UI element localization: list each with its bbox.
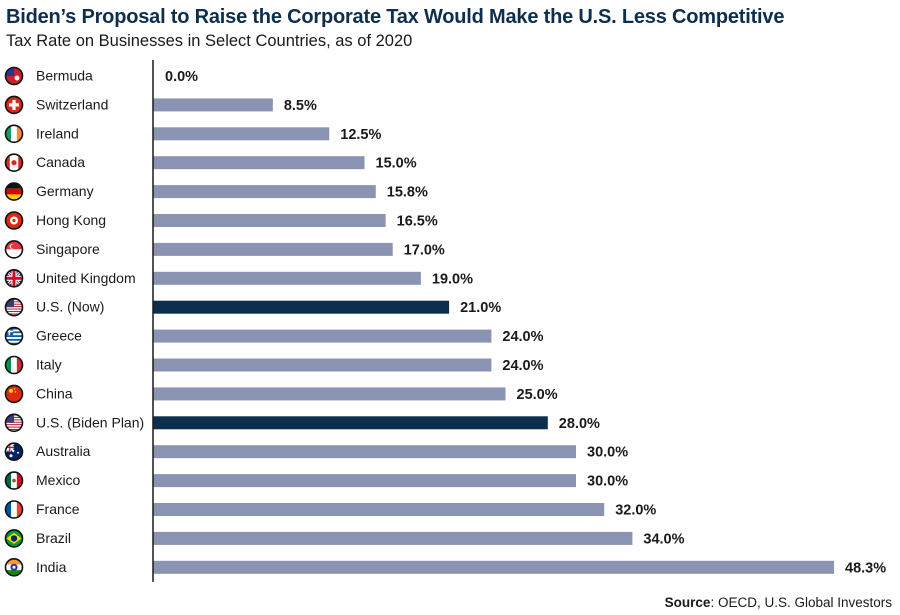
singapore-flag-icon	[4, 240, 24, 259]
category-label: Singapore	[36, 241, 100, 257]
value-label: 32.0%	[615, 503, 656, 519]
hong-kong-flag-icon	[4, 211, 24, 230]
value-label: 15.8%	[387, 185, 428, 201]
value-label: 30.0%	[587, 445, 628, 461]
value-label: 0.0%	[165, 69, 198, 85]
value-label: 34.0%	[643, 531, 684, 547]
germany-flag-icon	[4, 182, 24, 201]
greece-flag-icon	[4, 326, 24, 346]
bar-mexico	[153, 474, 576, 488]
category-label: Switzerland	[36, 96, 108, 112]
category-label: Canada	[36, 154, 85, 170]
category-labels-group: Bermuda Switzerland Ireland Canada Germany Ho…	[36, 68, 144, 575]
bar-china	[153, 387, 506, 401]
category-label: Greece	[36, 328, 82, 344]
bars-group	[153, 98, 835, 574]
china-flag-icon	[4, 384, 24, 404]
bar-greece	[153, 329, 492, 343]
brazil-flag-icon	[4, 529, 24, 548]
france-flag-icon	[4, 500, 24, 519]
category-label: Brazil	[36, 530, 71, 546]
ireland-flag-icon	[4, 124, 24, 144]
chart-title: Biden’s Proposal to Raise the Corporate …	[6, 6, 785, 28]
bar-canada	[153, 156, 365, 170]
bar-germany	[153, 185, 376, 199]
category-label: Australia	[36, 443, 91, 459]
value-label: 21.0%	[460, 300, 501, 316]
switzerland-flag-icon	[4, 95, 24, 115]
us-flag-icon	[4, 413, 24, 433]
category-label: Germany	[36, 183, 94, 199]
value-label: 15.0%	[376, 156, 417, 172]
italy-flag-icon	[4, 355, 24, 375]
category-label: Mexico	[36, 472, 81, 488]
value-labels-group: 0.0% 8.5% 12.5% 15.0% 15.8% 16.5% 17.0% 19.0% 21…	[165, 69, 886, 576]
india-flag-icon	[4, 557, 24, 577]
flags-group	[4, 66, 24, 577]
category-label: Bermuda	[36, 68, 93, 84]
value-label: 30.0%	[587, 474, 628, 490]
bar-australia	[153, 445, 576, 459]
bar-u-s-now	[153, 300, 450, 314]
bar-italy	[153, 358, 492, 372]
value-label: 17.0%	[404, 242, 445, 258]
value-label: 48.3%	[845, 560, 886, 576]
category-label: United Kingdom	[36, 270, 136, 286]
category-label: India	[36, 559, 67, 575]
bar-singapore	[153, 242, 393, 256]
value-label: 16.5%	[397, 214, 438, 230]
bar-hong-kong	[153, 214, 386, 227]
category-label: Ireland	[36, 125, 79, 141]
source-label: Source	[664, 595, 711, 610]
value-label: 12.5%	[340, 127, 381, 143]
bar-switzerland	[153, 98, 273, 112]
category-label: U.S. (Now)	[36, 299, 104, 315]
category-label: Italy	[36, 357, 62, 373]
mexico-flag-icon	[4, 471, 24, 490]
chart-subtitle: Tax Rate on Businesses in Select Countri…	[6, 32, 413, 50]
category-label: U.S. (Biden Plan)	[36, 414, 144, 430]
bar-france	[153, 503, 605, 516]
category-label: Hong Kong	[36, 212, 106, 228]
value-label: 24.0%	[502, 329, 543, 345]
category-label: France	[36, 501, 80, 517]
united-kingdom-flag-icon	[4, 268, 24, 288]
value-label: 25.0%	[517, 387, 558, 403]
source-text: : OECD, U.S. Global Investors	[710, 595, 892, 610]
bar-u-s-biden-plan	[153, 416, 548, 430]
bar-brazil	[153, 531, 633, 545]
value-label: 28.0%	[559, 416, 600, 432]
australia-flag-icon	[4, 442, 24, 462]
bar-india	[153, 560, 835, 574]
us-flag-icon	[4, 297, 24, 317]
bermuda-flag-icon	[4, 66, 24, 86]
bar-ireland	[153, 127, 330, 141]
category-label: China	[36, 385, 73, 401]
value-label: 8.5%	[284, 98, 317, 114]
canada-flag-icon	[4, 153, 24, 172]
source-note: Source: OECD, U.S. Global Investors	[665, 595, 892, 610]
bar-united-kingdom	[153, 271, 421, 285]
value-label: 24.0%	[502, 358, 543, 374]
value-label: 19.0%	[432, 271, 473, 287]
